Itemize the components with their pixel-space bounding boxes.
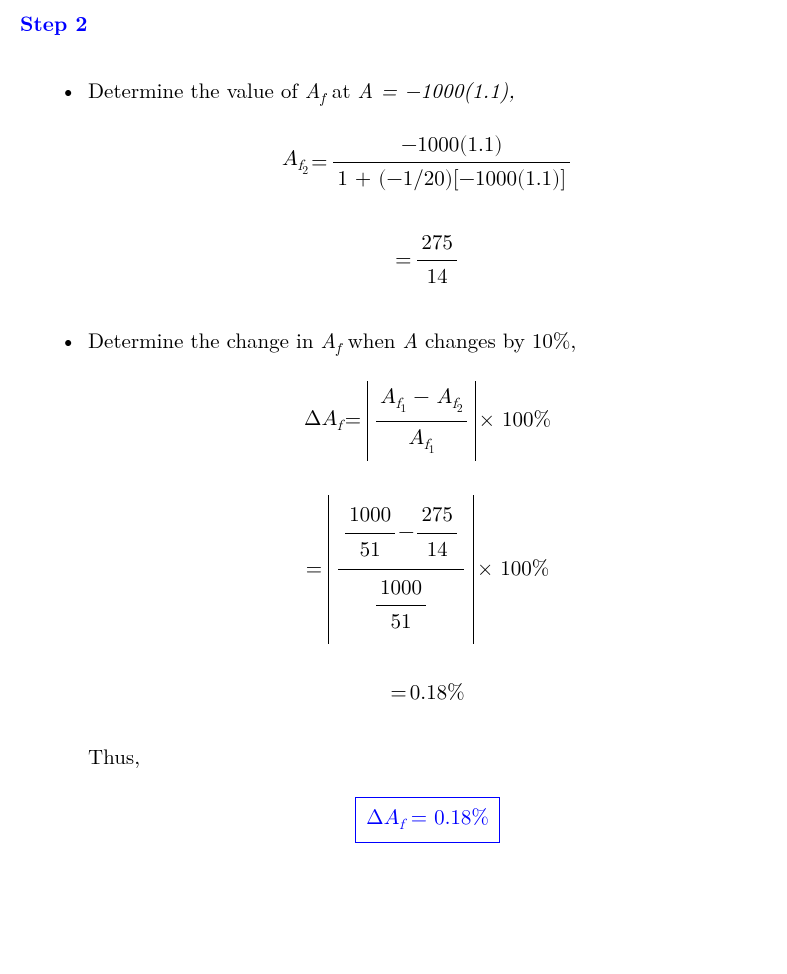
bullet2-intro-suffix: changes by 10%,: [418, 325, 576, 355]
fraction: Af1 − Af2 Af1: [376, 383, 467, 459]
frac-den: 1 + (−1/20)[−1000(1.1)]: [333, 163, 570, 194]
outer-frac-den: 1000 51: [338, 570, 464, 638]
bullet2-var-Af: Af: [321, 325, 341, 355]
lhs-var: A: [322, 409, 338, 430]
minus-sign: −: [406, 387, 436, 408]
frac-den: Af1: [376, 422, 467, 460]
lhs-Af2: Af2: [282, 145, 308, 181]
equation-deltaAf-definition: ΔAf = Af1 − Af2 Af1 × 100%: [88, 381, 767, 461]
lhs-var: A: [282, 149, 298, 170]
abs-value: Af1 − Af2 Af1: [367, 381, 476, 461]
bullet1-var-Af: Af: [305, 75, 325, 105]
den-Af1-var: A: [408, 428, 424, 449]
eq-sign: =: [311, 148, 327, 177]
var-A: A: [305, 75, 321, 105]
bullet2-var-A: A: [402, 325, 418, 355]
num-Af2-var: A: [437, 387, 453, 408]
frac-den: 14: [417, 261, 457, 292]
thus-label: Thus,: [88, 742, 767, 771]
inner-num: 1000: [376, 574, 426, 606]
inner-num: 1000: [345, 501, 395, 533]
equation-Af2-value: = 275 14: [88, 229, 767, 293]
lhs-deltaAf: ΔAf: [304, 405, 342, 437]
num-Af1-var: A: [380, 387, 396, 408]
lhs-subsub: 2: [302, 166, 308, 177]
inner-fraction-right: 275 14: [417, 501, 457, 565]
bullet-item: Determine the change in Af when A change…: [60, 326, 767, 843]
bullet2-intro-prefix: Determine the change in: [88, 325, 321, 355]
frac-num: −1000(1.1): [333, 131, 570, 163]
abs-value: 1000 51 − 275 14: [328, 495, 474, 644]
inner-fraction-left: 1000 51: [345, 501, 395, 565]
frac-num: 275: [417, 229, 457, 261]
equation-deltaAf-result: = 0.18%: [88, 678, 767, 708]
inner-fraction-den: 1000 51: [376, 574, 426, 638]
den-Af1-subsub: 1: [429, 445, 435, 456]
page: Step 2 Determine the value of Af at A = …: [0, 0, 787, 883]
eq-sign: =: [306, 555, 322, 584]
equation-deltaAf-numeric: = 1000 51 − 275: [88, 495, 767, 644]
eq-sign: =: [390, 679, 406, 708]
step-heading: Step 2: [20, 8, 767, 38]
outer-fraction: 1000 51 − 275 14: [338, 501, 464, 638]
inner-num: 275: [417, 501, 457, 533]
bullet-item: Determine the value of Af at A = −1000(1…: [60, 76, 767, 292]
bullet1-rhs: A = −1000(1.1),: [358, 75, 515, 105]
result-var: A: [384, 808, 400, 829]
delta: Δ: [304, 409, 322, 430]
num-Af2-subsub: 2: [457, 404, 463, 415]
delta: Δ: [366, 808, 384, 829]
eq-sign: =: [345, 406, 361, 435]
bullet1-intro-prefix: Determine the value of: [88, 75, 305, 105]
result-value: 0.18%: [410, 679, 465, 708]
times-100: × 100%: [477, 555, 549, 584]
bullet1-intro-mid: at: [325, 75, 358, 105]
minus-sign: −: [398, 518, 414, 547]
bullet2-intro-mid: when: [341, 325, 403, 355]
result-eq: = 0.18%: [404, 808, 489, 829]
var-A: A: [321, 325, 337, 355]
eq-sign: =: [395, 246, 411, 275]
inner-den: 14: [417, 534, 457, 565]
fraction: 275 14: [417, 229, 457, 293]
lhs-sub: f: [337, 418, 342, 433]
fraction: −1000(1.1) 1 + (−1/20)[−1000(1.1)]: [333, 131, 570, 195]
times-100: × 100%: [479, 406, 551, 435]
inner-den: 51: [376, 606, 426, 637]
boxed-result: ΔAf = 0.18%: [88, 797, 767, 843]
frac-num: Af1 − Af2: [376, 383, 467, 422]
inner-den: 51: [345, 534, 395, 565]
result-box: ΔAf = 0.18%: [355, 797, 500, 843]
outer-frac-num: 1000 51 − 275 14: [338, 501, 464, 570]
equation-Af2-definition: Af2 = −1000(1.1) 1 + (−1/20)[−1000(1.1)]: [88, 131, 767, 195]
